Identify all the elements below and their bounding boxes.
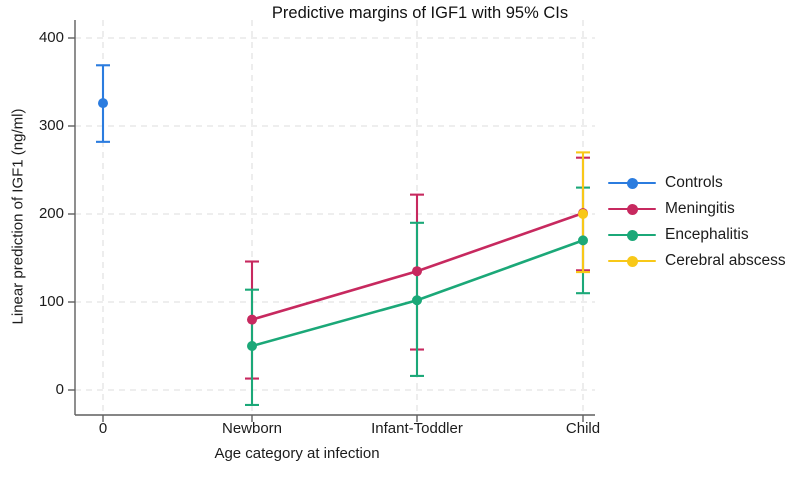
data-point-marker (412, 266, 422, 277)
x-tick-label: Child (565, 420, 601, 437)
chart-legend: Controls Meningitis Encephalitis Cerebra… (601, 170, 786, 274)
legend-marker-cerebral-abscess-icon (608, 254, 656, 268)
legend-item-encephalitis: Encephalitis (601, 222, 786, 248)
legend-item-controls: Controls (601, 170, 786, 196)
y-tick-label: 400 (38, 29, 64, 46)
y-tick-label: 0 (55, 381, 64, 398)
data-point-marker (578, 235, 588, 246)
data-point-marker (578, 209, 588, 219)
x-tick-label: 0 (98, 420, 108, 437)
chart-title: Predictive margins of IGF1 with 95% CIs (271, 4, 569, 22)
data-point-marker (247, 341, 257, 351)
legend-label-meningitis: Meningitis (665, 200, 735, 217)
data-point-marker (98, 98, 108, 109)
x-axis-title: Age category at infection (214, 445, 380, 462)
legend-marker-meningitis-icon (608, 202, 656, 216)
legend-marker-controls-icon (608, 176, 656, 190)
legend-item-cerebral-abscess: Cerebral abscess (601, 248, 786, 274)
data-point-marker (247, 314, 257, 325)
legend-item-meningitis: Meningitis (601, 196, 786, 222)
legend-marker-encephalitis-icon (608, 228, 656, 242)
data-point-marker (412, 295, 422, 306)
legend-label-cerebral-abscess: Cerebral abscess (665, 252, 786, 269)
legend-label-controls: Controls (665, 174, 723, 191)
x-tick-label: Newborn (221, 420, 283, 437)
y-tick-label: 200 (38, 205, 64, 222)
legend-label-encephalitis: Encephalitis (665, 226, 749, 243)
y-tick-label: 300 (38, 117, 64, 134)
x-tick-label: Infant-Toddler (371, 420, 463, 437)
y-tick-label: 100 (38, 293, 64, 310)
